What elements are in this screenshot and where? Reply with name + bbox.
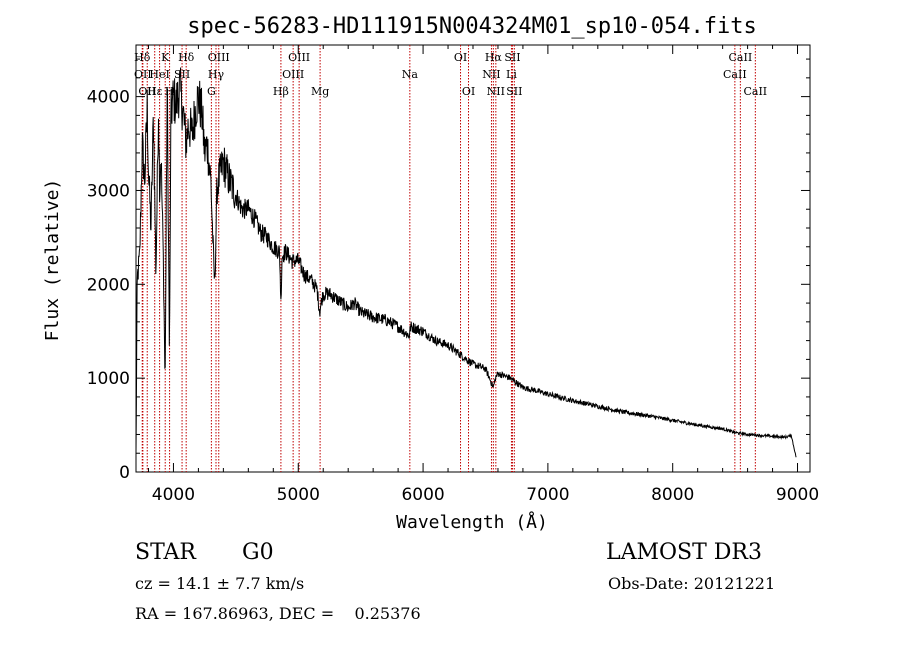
line-label-15: Mg	[311, 85, 329, 98]
y-tick-label-2: 2000	[87, 275, 130, 295]
survey-label: LAMOST DR3	[606, 540, 762, 565]
x-tick-label-2: 6000	[401, 485, 444, 505]
x-tick-label-1: 5000	[277, 485, 320, 505]
line-label-6: H	[165, 85, 175, 98]
line-label-3: Hε	[147, 85, 163, 98]
x-tick-label-0: 4000	[152, 485, 195, 505]
line-label-13: OIII	[288, 51, 310, 64]
line-label-23: Li	[506, 68, 517, 81]
line-label-24: SII	[506, 85, 522, 98]
redshift-label: cz = 14.1 ± 7.7 km/s	[135, 574, 305, 593]
y-tick-label-1: 1000	[87, 369, 130, 389]
x-tick-label-3: 7000	[526, 485, 569, 505]
line-label-26: CaII	[723, 68, 747, 81]
line-label-10: Hγ	[208, 68, 225, 81]
line-label-9: OIII	[208, 51, 230, 64]
line-label-14: OIII	[282, 68, 304, 81]
line-label-8: SII	[174, 68, 190, 81]
spectrum-line	[135, 67, 797, 458]
y-tick-label-3: 3000	[87, 181, 130, 201]
line-label-7: Hδ	[178, 51, 195, 64]
line-label-25: CaII	[729, 51, 753, 64]
coords-label: RA = 167.86963, DEC = 0.25376	[135, 604, 421, 623]
line-label-18: OI	[462, 85, 475, 98]
y-tick-label-0: 0	[119, 463, 130, 483]
line-label-27: CaII	[743, 85, 767, 98]
line-label-17: OI	[454, 51, 467, 64]
line-label-20: NII	[482, 68, 500, 81]
x-tick-label-5: 9000	[776, 485, 819, 505]
line-label-22: SII	[504, 51, 520, 64]
x-axis-label: Wavelength (Å)	[396, 511, 548, 533]
line-label-21: NII	[487, 85, 505, 98]
line-label-4: HeI	[149, 68, 169, 81]
chart-title: spec-56283-HD111915N004324M01_sp10-054.f…	[187, 14, 757, 39]
obs-date-label: Obs-Date: 20121221	[608, 574, 776, 593]
subclass-label: G0	[242, 540, 274, 565]
y-axis-label: Flux (relative)	[42, 179, 63, 342]
line-label-5: K	[161, 51, 170, 64]
emission-line-markers	[141, 45, 756, 472]
line-label-16: Na	[402, 68, 419, 81]
x-axis-ticks: 4000 5000 6000 7000 8000 9000	[147, 45, 819, 505]
x-tick-label-4: 8000	[651, 485, 694, 505]
line-label-0: Hδ	[134, 51, 151, 64]
line-label-19: Hα	[485, 51, 503, 64]
y-tick-label-4: 4000	[87, 88, 130, 108]
line-label-12: Hβ	[273, 85, 289, 98]
plot-frame	[135, 44, 811, 473]
line-label-11: G	[207, 85, 216, 98]
y-axis-ticks: 0 1000 2000 3000 4000	[87, 58, 810, 483]
class-label: STAR	[135, 540, 196, 565]
